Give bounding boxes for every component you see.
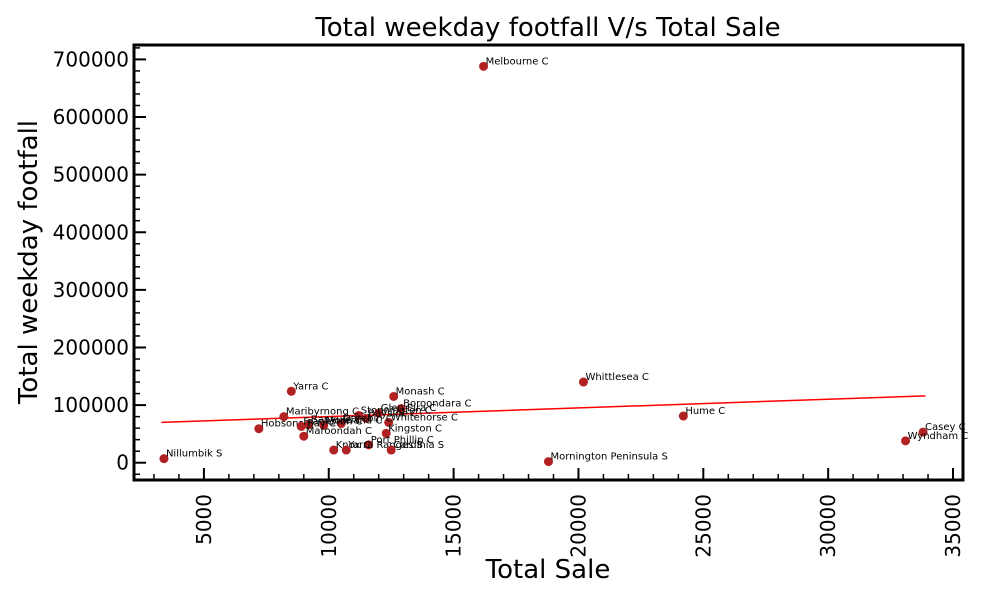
point-label: Whittlesea C — [585, 372, 648, 383]
point-label: Wyndham C — [908, 431, 969, 442]
chart-title: Total weekday footfall V/s Total Sale — [314, 13, 780, 43]
point-label: Darebin C — [343, 414, 393, 425]
data-point — [361, 413, 371, 423]
x-tick-label: 30000 — [816, 494, 840, 558]
data-point — [341, 445, 351, 455]
point-label: Boroondara C — [403, 399, 471, 410]
y-tick-label: 300000 — [53, 278, 129, 302]
y-tick-label: 700000 — [53, 47, 129, 71]
data-point — [389, 391, 399, 401]
data-point — [254, 424, 264, 434]
point-label: Casey C — [925, 422, 966, 433]
data-point — [918, 427, 928, 437]
data-point — [286, 386, 296, 396]
point-label: Port Phillip C — [371, 435, 434, 446]
point-label: Melbourne C — [486, 56, 549, 67]
data-point — [384, 417, 394, 427]
x-tick-label: 5000 — [192, 494, 216, 545]
plot-area: 5000 10000 15000 20000 25000 30000 35000 0 10000… — [53, 47, 969, 558]
point-label: Cardinia S — [393, 440, 444, 451]
y-tick-label: 600000 — [53, 105, 129, 129]
data-point — [336, 419, 346, 429]
plot-frame — [132, 43, 965, 482]
x-tick-label: 15000 — [442, 494, 466, 558]
point-label: Mornington Peninsula S — [551, 452, 668, 463]
data-point — [354, 410, 364, 420]
trend-line — [161, 395, 926, 424]
point-label: Monash C — [396, 386, 445, 397]
data-point — [374, 408, 384, 418]
point-label: Hume C — [685, 406, 725, 417]
data-point — [159, 454, 169, 464]
point-label: Nillumbik S — [166, 449, 222, 460]
data-point — [329, 445, 339, 455]
point-label: Yarra C — [292, 381, 328, 392]
data-point — [304, 420, 314, 430]
point-label: Kingston C — [388, 423, 442, 434]
point-label: Bayside C — [368, 408, 418, 419]
x-axis-label: Total Sale — [485, 555, 611, 585]
y-tick-label: 100000 — [53, 393, 129, 417]
y-tick-label: 400000 — [53, 220, 129, 244]
data-point — [479, 61, 489, 71]
data-point — [396, 404, 406, 414]
y-tick-label: 0 — [116, 451, 129, 475]
data-point — [319, 420, 329, 430]
point-label: Yarra Ranges S — [347, 440, 423, 451]
y-tick-label: 500000 — [53, 163, 129, 187]
x-tick-label: 10000 — [317, 494, 341, 558]
data-point — [299, 431, 309, 441]
point-label: Glen Eira C — [381, 403, 437, 414]
point-label: Knox C — [336, 440, 371, 451]
y-axis-label: Total weekday footfall — [14, 120, 44, 405]
point-label: Frankston C — [303, 416, 362, 427]
data-point — [364, 440, 374, 450]
data-point — [578, 377, 588, 387]
point-label: Maribyrnong C — [286, 407, 359, 418]
data-point — [901, 436, 911, 446]
data-point — [386, 445, 396, 455]
y-tick-label: 200000 — [53, 335, 129, 359]
point-label: Moreland C — [326, 415, 383, 426]
data-point — [381, 428, 391, 438]
point-label: Banyule C — [311, 415, 362, 426]
x-tick-label: 35000 — [941, 494, 965, 558]
point-label: Stonnington C — [361, 405, 432, 416]
x-tick-label: 25000 — [691, 494, 715, 558]
data-point — [678, 411, 688, 421]
data-point — [296, 421, 306, 431]
data-point — [279, 412, 289, 422]
x-tick-label: 20000 — [566, 494, 590, 558]
point-label: Maroondah C — [306, 426, 372, 437]
data-point — [544, 457, 553, 467]
point-label: Whitehorse C — [391, 412, 458, 423]
